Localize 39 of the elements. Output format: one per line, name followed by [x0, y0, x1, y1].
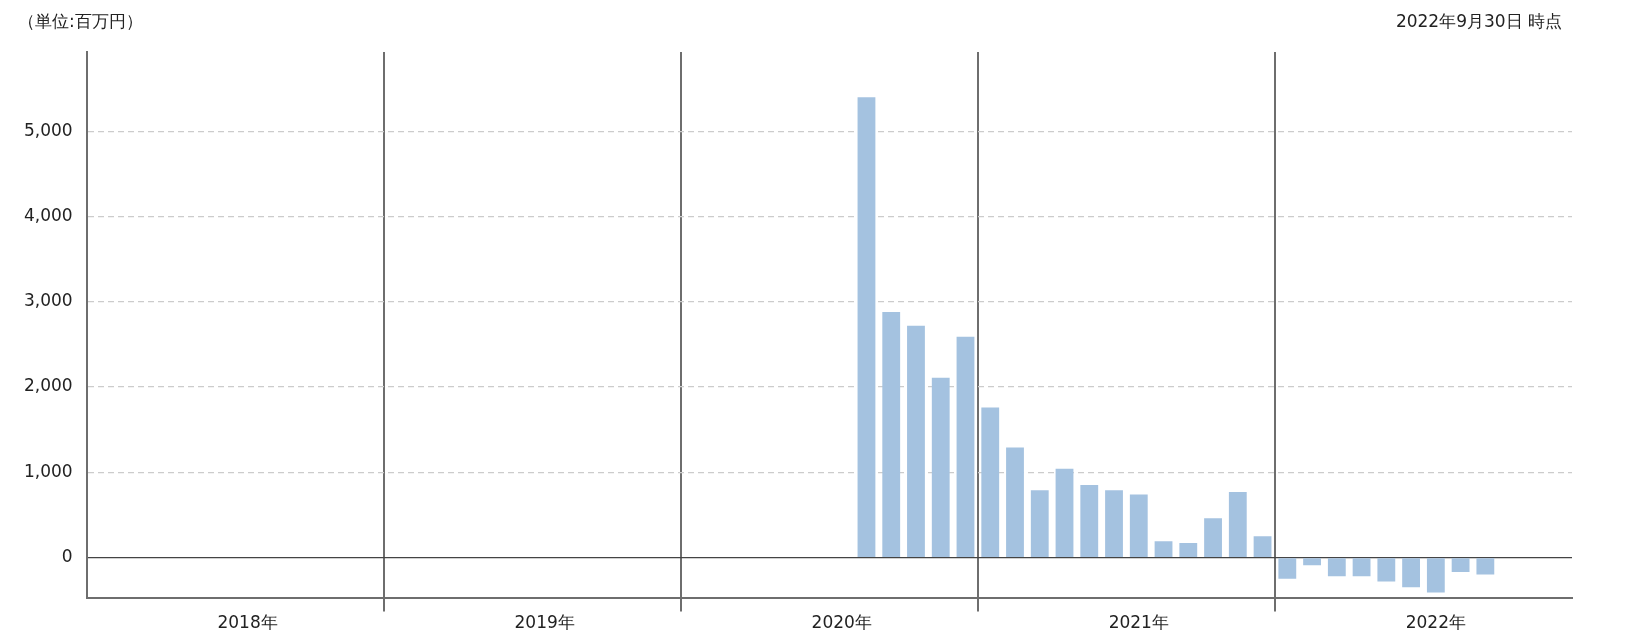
bar — [981, 407, 1000, 557]
y-tick-label: 3,000 — [24, 290, 73, 311]
bar — [907, 325, 925, 557]
bar — [1253, 536, 1272, 557]
x-tick-label: 2018年 — [217, 612, 278, 633]
y-tick-label: 0 — [61, 545, 73, 566]
bar — [1402, 558, 1420, 588]
x-tick-label: 2021年 — [1108, 612, 1169, 633]
x-tick-label: 2022年 — [1405, 612, 1466, 633]
x-tick-label: 2019年 — [514, 612, 575, 633]
bar — [1451, 558, 1470, 573]
x-tick-label: 2020年 — [811, 612, 872, 633]
bar — [1080, 485, 1099, 557]
bar — [1377, 558, 1396, 582]
bar — [1476, 558, 1495, 575]
y-axis-title: （単位:百万円） — [18, 10, 143, 33]
bar — [1105, 490, 1123, 557]
bar — [1179, 543, 1198, 557]
bar — [857, 97, 876, 557]
bar — [1006, 447, 1024, 557]
y-tick-label: 4,000 — [24, 204, 73, 225]
bar — [1154, 541, 1173, 557]
bar — [1327, 558, 1346, 577]
y-tick-label: 2,000 — [24, 375, 73, 396]
y-tick-label: 1,000 — [24, 460, 73, 481]
bar — [931, 377, 950, 557]
bar — [956, 336, 975, 557]
bar — [1204, 518, 1222, 557]
bar — [1426, 558, 1445, 593]
bar — [1303, 558, 1321, 566]
bar — [1129, 494, 1148, 557]
bar — [1228, 491, 1247, 557]
bar — [1030, 490, 1049, 557]
bar — [1055, 468, 1074, 557]
text: 2022年9月30日 時点 — [1395, 10, 1562, 33]
bar — [882, 312, 901, 557]
bar — [1278, 558, 1297, 579]
y-tick-label: 5,000 — [24, 119, 73, 140]
bar — [1352, 558, 1371, 577]
